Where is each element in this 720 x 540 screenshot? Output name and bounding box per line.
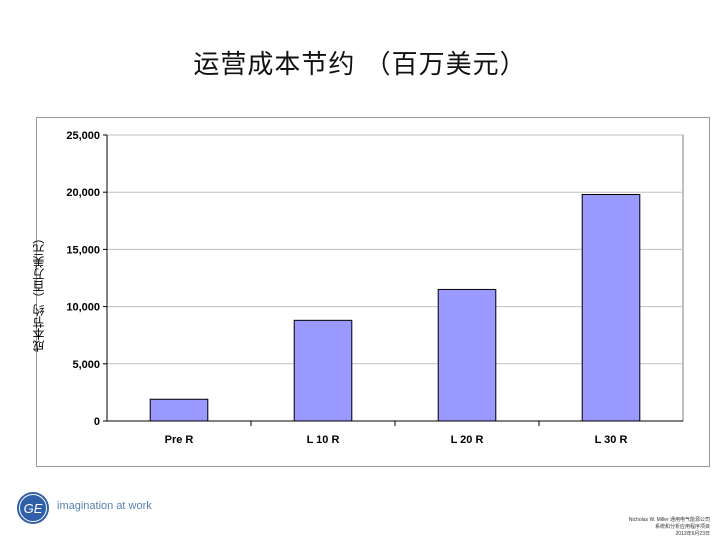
y-tick-label: 25,000 bbox=[66, 130, 100, 142]
bar bbox=[437, 288, 497, 422]
svg-text:GE: GE bbox=[24, 501, 43, 516]
y-tick-label: 5,000 bbox=[72, 359, 100, 371]
chart-svg: 0 5,000 10,000 15,000 20,000 25,000 Pre R L 10 … bbox=[36, 117, 710, 467]
footer-line: 系统和分析应用程序项目 bbox=[654, 524, 710, 530]
footer-note: Nicholas W. Miller 通用电气能源公司 系统和分析应用程序项目 … bbox=[560, 517, 710, 538]
y-tick-label: 10,000 bbox=[66, 302, 100, 314]
footer-line: 2013年6月23日 bbox=[675, 531, 710, 537]
slide-title: 运营成本节约 （百万美元） bbox=[193, 50, 527, 80]
x-tick-label: L 20 R bbox=[451, 434, 484, 446]
bar bbox=[581, 193, 641, 422]
y-tick-label: 20,000 bbox=[66, 187, 100, 199]
bar-chart: 0 5,000 10,000 15,000 20,000 25,000 Pre R L 10 … bbox=[36, 117, 710, 467]
x-tick-label: L 30 R bbox=[595, 434, 628, 446]
bar bbox=[149, 398, 209, 422]
footer-line: Nicholas W. Miller 通用电气能源公司 bbox=[628, 517, 710, 523]
x-tick-label: Pre R bbox=[165, 434, 194, 446]
y-tick-label: 15,000 bbox=[66, 244, 100, 256]
tagline: imagination at work bbox=[57, 500, 152, 512]
ge-logo-icon: GE bbox=[17, 492, 49, 524]
y-axis-label: 成本节约（百万美元） bbox=[32, 232, 46, 353]
x-tick-label: L 10 R bbox=[307, 434, 340, 446]
bar bbox=[293, 319, 353, 422]
y-tick-label: 0 bbox=[94, 416, 100, 428]
